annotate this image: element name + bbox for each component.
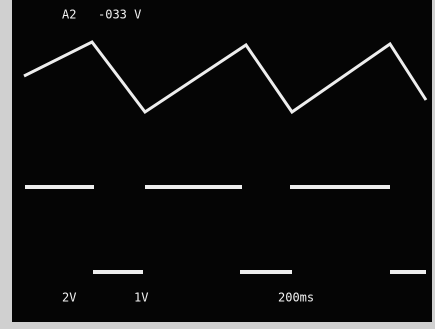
timebase: 200ms <box>278 291 314 305</box>
oscilloscope-screenshot: A2 -033 V 2V 1V 200ms <box>0 0 435 329</box>
channel-label: A2 <box>62 8 76 22</box>
screen-area <box>12 0 432 322</box>
scope-display: A2 -033 V 2V 1V 200ms <box>0 0 435 329</box>
ch2-scale: 1V <box>134 291 148 305</box>
ch1-scale: 2V <box>62 291 76 305</box>
offset-readout: -033 V <box>98 8 141 22</box>
